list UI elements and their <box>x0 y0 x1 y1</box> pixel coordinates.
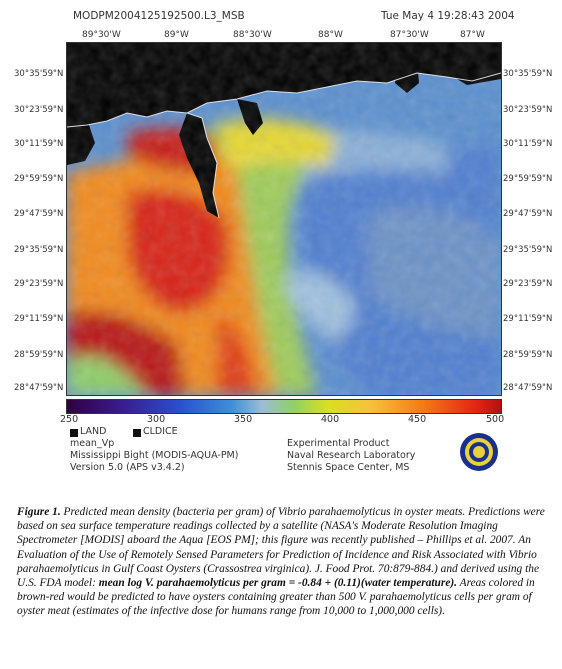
colorbar <box>66 399 502 414</box>
product-region: Mississippi Bight (MODIS-AQUA-PM) <box>70 450 239 461</box>
sst-map <box>66 42 502 396</box>
lat-label-left: 29°35'59"N <box>14 245 64 255</box>
lon-label: 88°W <box>318 30 343 40</box>
lat-label-right: 30°35'59"N <box>503 69 553 79</box>
legend-cldice: CLDICE <box>143 426 178 437</box>
lat-label-right: 30°23'59"N <box>503 105 553 115</box>
lat-label-left: 29°23'59"N <box>14 279 64 289</box>
lab-line1: Experimental Product <box>287 438 390 449</box>
lat-label-right: 29°35'59"N <box>503 245 553 255</box>
lat-label-left: 29°47'59"N <box>14 209 64 219</box>
lat-label-right: 29°23'59"N <box>503 279 553 289</box>
land-swatch-icon <box>70 429 78 437</box>
lon-label: 89°W <box>164 30 189 40</box>
lat-label-left: 29°11'59"N <box>14 314 64 324</box>
lon-label: 89°30'W <box>82 30 121 40</box>
lat-label-left: 28°59'59"N <box>14 350 64 360</box>
lat-label-right: 28°59'59"N <box>503 350 553 360</box>
colorbar-tick: 500 <box>486 414 505 425</box>
lat-label-right: 29°59'59"N <box>503 174 553 184</box>
colorbar-tick: 300 <box>147 414 166 425</box>
lab-line3: Stennis Space Center, MS <box>287 462 410 473</box>
product-version: Version 5.0 (APS v3.4.2) <box>70 462 185 473</box>
fda-seal-icon <box>459 432 499 472</box>
legend-land: LAND <box>80 426 107 437</box>
map-filename: MODPM2004125192500.L3_MSB <box>73 10 245 22</box>
product-name: mean_Vp <box>70 438 115 449</box>
cldice-swatch-icon <box>133 429 141 437</box>
caption-label: Figure 1. <box>17 506 61 518</box>
lat-label-left: 30°23'59"N <box>14 105 64 115</box>
sst-map-svg <box>67 43 501 395</box>
colorbar-tick: 350 <box>234 414 253 425</box>
caption-text-1: Predicted mean density (bacteria per gra… <box>17 506 545 590</box>
lat-label-right: 28°47'59"N <box>503 383 553 393</box>
lat-label-right: 29°11'59"N <box>503 314 553 324</box>
lab-line2: Naval Research Laboratory <box>287 450 416 461</box>
lat-label-right: 29°47'59"N <box>503 209 553 219</box>
lon-label: 88°30'W <box>233 30 272 40</box>
colorbar-tick: 450 <box>408 414 427 425</box>
colorbar-tick: 400 <box>321 414 340 425</box>
caption-text-2: Areas colored in brown-red would be pred… <box>17 577 535 618</box>
caption-model: mean log V. parahaemolyticus per gram = … <box>98 577 458 590</box>
lat-label-left: 30°11'59"N <box>14 139 64 149</box>
lat-label-right: 30°11'59"N <box>503 139 553 149</box>
lat-label-left: 30°35'59"N <box>14 69 64 79</box>
lon-label: 87°30'W <box>390 30 429 40</box>
map-timestamp: Tue May 4 19:28:43 2004 <box>381 10 515 22</box>
lon-label: 87°W <box>460 30 485 40</box>
colorbar-tick: 250 <box>60 414 79 425</box>
figure-caption: Figure 1. Predicted mean density (bacter… <box>17 505 547 619</box>
lat-label-left: 28°47'59"N <box>14 383 64 393</box>
lat-label-left: 29°59'59"N <box>14 174 64 184</box>
